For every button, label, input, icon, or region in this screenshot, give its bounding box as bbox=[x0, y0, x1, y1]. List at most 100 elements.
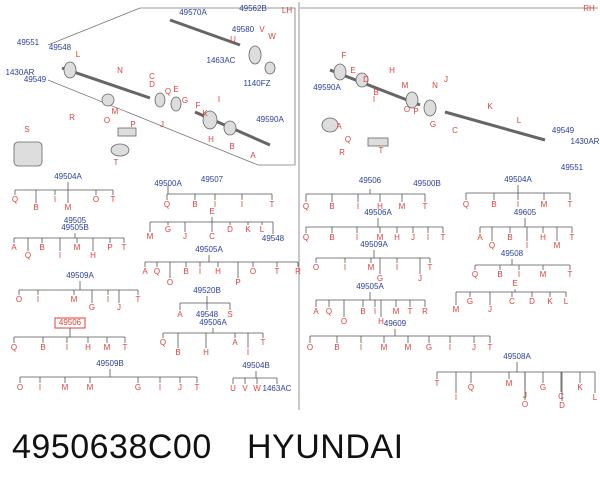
tree-child: B bbox=[360, 307, 365, 316]
tree-child: I bbox=[357, 202, 359, 211]
tree-child: H bbox=[90, 251, 96, 260]
brand: HYUNDAI bbox=[247, 428, 404, 466]
tree-child: T bbox=[261, 338, 266, 347]
callout: RH bbox=[583, 4, 595, 13]
tree-child: J bbox=[178, 383, 182, 392]
tree-child: Q bbox=[11, 343, 17, 352]
callout: N bbox=[117, 66, 123, 75]
tree-child: B bbox=[39, 243, 44, 252]
tree-child: M bbox=[506, 379, 513, 388]
tree-child: I bbox=[374, 307, 376, 316]
callout: 49551 bbox=[561, 163, 584, 172]
callout: I bbox=[218, 95, 220, 104]
tree-child: H bbox=[377, 202, 383, 211]
callout: E bbox=[350, 66, 355, 75]
tree-child: I bbox=[214, 200, 216, 209]
tree-child: M bbox=[368, 263, 375, 272]
tree-child: O bbox=[307, 343, 313, 352]
tree-child: T bbox=[123, 343, 128, 352]
tree-child: M bbox=[71, 295, 78, 304]
callout: K bbox=[487, 102, 493, 111]
callout: I bbox=[373, 95, 375, 104]
tree-child: I bbox=[518, 270, 520, 279]
tree-child: A bbox=[232, 338, 238, 347]
tree-child: H bbox=[394, 233, 400, 242]
callout: 49562B bbox=[239, 4, 267, 13]
tree-child: B bbox=[192, 200, 197, 209]
callout: W bbox=[268, 32, 276, 41]
tree-child: M bbox=[541, 200, 548, 209]
highlight-box bbox=[54, 317, 86, 329]
tree-child: Q bbox=[25, 251, 31, 260]
tree-child: M bbox=[104, 343, 111, 352]
tree-child: L bbox=[593, 393, 598, 402]
tree-child: Q bbox=[489, 241, 495, 250]
callout: 49580 bbox=[232, 25, 255, 34]
callout: P bbox=[130, 120, 135, 129]
callout: T bbox=[114, 158, 119, 167]
tree-child: Q bbox=[463, 200, 469, 209]
tree-child: T bbox=[195, 383, 200, 392]
tree-child: H bbox=[203, 348, 209, 357]
tree-child: 1463AC bbox=[263, 384, 292, 393]
parts-diagram: 49570A 49562B LH495511430AR4954949548LN495… bbox=[6, 2, 600, 410]
tree-parent: 49505A bbox=[195, 245, 223, 254]
tree-child: C bbox=[509, 297, 515, 306]
tree-child: I bbox=[39, 383, 41, 392]
tree-child: B bbox=[40, 343, 45, 352]
tree-child: B bbox=[334, 343, 339, 352]
tree-child: R bbox=[295, 267, 301, 276]
callout: H bbox=[389, 66, 395, 75]
tree-child: T bbox=[423, 202, 428, 211]
tree-child: B bbox=[33, 203, 38, 212]
shaft-sketches bbox=[13, 18, 546, 167]
tree-parent: 49509A bbox=[66, 271, 94, 280]
tree-parent: 49505A bbox=[356, 282, 384, 291]
tree-parent: 49505 bbox=[64, 216, 87, 225]
tree-parent: 49500B bbox=[413, 179, 441, 188]
tree-child: J bbox=[472, 343, 476, 352]
tree-child: A bbox=[477, 233, 483, 242]
tree-child: U bbox=[230, 384, 236, 393]
tree-parent: 49508A bbox=[503, 352, 531, 361]
tree-child: B bbox=[507, 233, 512, 242]
tree-child: I bbox=[517, 200, 519, 209]
tree-child: G bbox=[426, 343, 432, 352]
callout: Q bbox=[165, 87, 171, 96]
tree-child: I bbox=[241, 200, 243, 209]
callout: T bbox=[379, 146, 384, 155]
tree-child: R bbox=[422, 307, 428, 316]
tree-child: T bbox=[408, 307, 413, 316]
callout: 1140FZ bbox=[244, 79, 271, 88]
tree-child: Q bbox=[472, 270, 478, 279]
tree-child: T bbox=[568, 270, 573, 279]
callout: S bbox=[24, 125, 29, 134]
callout: 1463AC bbox=[207, 56, 236, 65]
callout: 1430AR bbox=[571, 137, 600, 146]
tree-child: B bbox=[329, 233, 334, 242]
tree-child: H bbox=[540, 233, 546, 242]
tree-child: J bbox=[488, 305, 492, 314]
callout: 49590A bbox=[313, 83, 341, 92]
tree-child: B bbox=[183, 267, 188, 276]
tree-child: T bbox=[136, 295, 141, 304]
tree-child: M bbox=[554, 241, 561, 250]
callout: B bbox=[373, 88, 378, 97]
tree-child: H bbox=[215, 267, 221, 276]
tree-child: B bbox=[329, 202, 334, 211]
tree-parent: 49506A bbox=[199, 318, 227, 327]
tree-child: I bbox=[107, 295, 109, 304]
tree-child: I bbox=[199, 267, 201, 276]
tree-child: G bbox=[165, 225, 171, 234]
tree-parent: E bbox=[512, 279, 517, 288]
tree-child: M bbox=[453, 305, 460, 314]
callout: K bbox=[202, 109, 208, 118]
tree-child: T bbox=[570, 233, 575, 242]
callout: E bbox=[173, 85, 178, 94]
callout: L bbox=[76, 50, 81, 59]
tree-child: 49548 bbox=[262, 234, 285, 243]
callout: A bbox=[250, 151, 256, 160]
tree-child: T bbox=[111, 195, 116, 204]
part-number: 4950638C00 bbox=[12, 428, 212, 466]
